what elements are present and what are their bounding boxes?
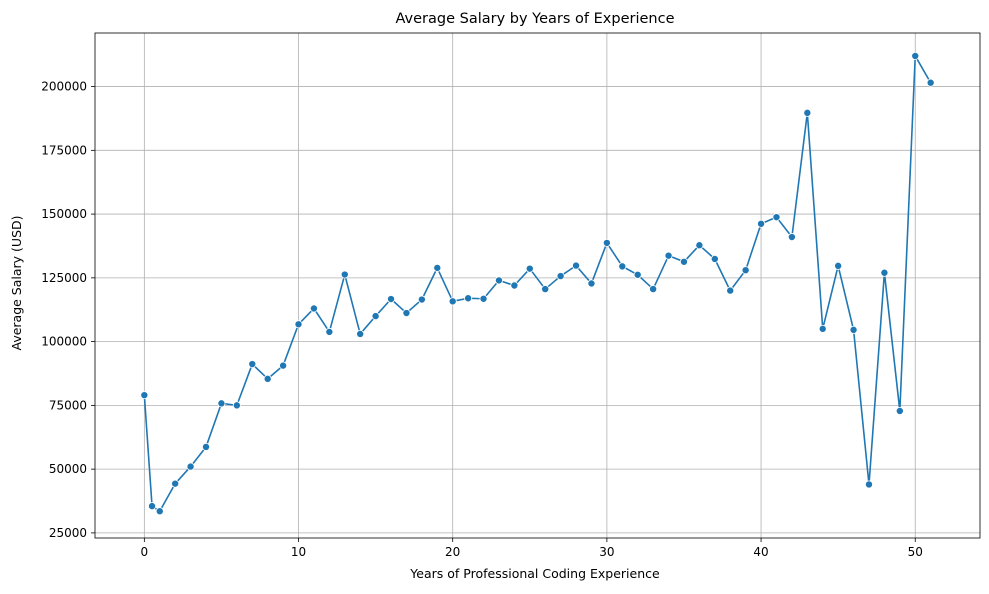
data-point: [911, 51, 920, 60]
data-point: [402, 309, 411, 318]
data-point: [818, 324, 827, 333]
y-tick-label: 50000: [49, 462, 87, 476]
data-point: [834, 261, 843, 270]
data-point: [926, 78, 935, 87]
data-point: [541, 285, 550, 294]
data-point: [263, 374, 272, 383]
data-point: [217, 399, 226, 408]
x-tick-label: 30: [599, 545, 614, 559]
data-point: [602, 238, 611, 247]
plot-frame: [94, 32, 981, 539]
data-point: [772, 213, 781, 222]
data-point: [140, 391, 149, 400]
data-point: [294, 320, 303, 329]
axes: 0 10 20 30 40 50 25000 50000 75000 100000 125000 15…: [41, 32, 981, 559]
data-point: [587, 279, 596, 288]
data-point: [494, 276, 503, 285]
data-point: [510, 281, 519, 290]
data-point: [479, 294, 488, 303]
data-point: [387, 295, 396, 304]
data-point: [803, 108, 812, 117]
x-axis-label: Years of Professional Coding Experience: [409, 566, 660, 581]
x-tick-label: 0: [141, 545, 149, 559]
data-point: [849, 325, 858, 334]
grid-lines: [95, 33, 980, 538]
data-point: [232, 401, 241, 410]
data-point: [325, 327, 334, 336]
y-tick-label: 100000: [41, 335, 87, 349]
data-point: [679, 257, 688, 266]
data-point: [695, 241, 704, 250]
data-point: [757, 219, 766, 228]
data-point: [279, 361, 288, 370]
x-tick-label: 20: [445, 545, 460, 559]
data-point: [618, 262, 627, 271]
y-tick-label: 200000: [41, 80, 87, 94]
data-point: [710, 254, 719, 263]
y-tick-label: 125000: [41, 271, 87, 285]
data-point: [664, 251, 673, 260]
x-tick-label: 40: [753, 545, 768, 559]
y-tick-label: 75000: [49, 398, 87, 412]
data-point: [787, 233, 796, 242]
data-point: [202, 442, 211, 451]
data-point: [433, 263, 442, 272]
data-point: [741, 266, 750, 275]
data-point: [556, 272, 565, 281]
data-point: [171, 479, 180, 488]
series-layer: [140, 51, 935, 516]
x-tick-label: 50: [908, 545, 923, 559]
y-axis-label: Average Salary (USD): [9, 215, 24, 350]
data-point: [155, 507, 164, 516]
data-point: [356, 329, 365, 338]
data-point: [649, 285, 658, 294]
y-tick-label: 25000: [49, 526, 87, 540]
chart-title: Average Salary by Years of Experience: [395, 11, 674, 27]
data-point: [371, 312, 380, 321]
data-point: [633, 270, 642, 279]
x-tick-label: 10: [291, 545, 306, 559]
data-point: [448, 297, 457, 306]
data-point: [417, 295, 426, 304]
data-point: [340, 270, 349, 279]
data-point: [525, 264, 534, 273]
data-point: [464, 294, 473, 303]
data-point: [309, 304, 318, 313]
data-point: [864, 480, 873, 489]
y-tick-label: 175000: [41, 143, 87, 157]
data-point: [880, 268, 889, 277]
data-point: [572, 261, 581, 270]
y-tick-label: 150000: [41, 207, 87, 221]
data-point: [726, 286, 735, 295]
data-point: [186, 462, 195, 471]
data-point: [895, 406, 904, 415]
data-point: [148, 502, 157, 511]
data-point: [248, 360, 257, 369]
